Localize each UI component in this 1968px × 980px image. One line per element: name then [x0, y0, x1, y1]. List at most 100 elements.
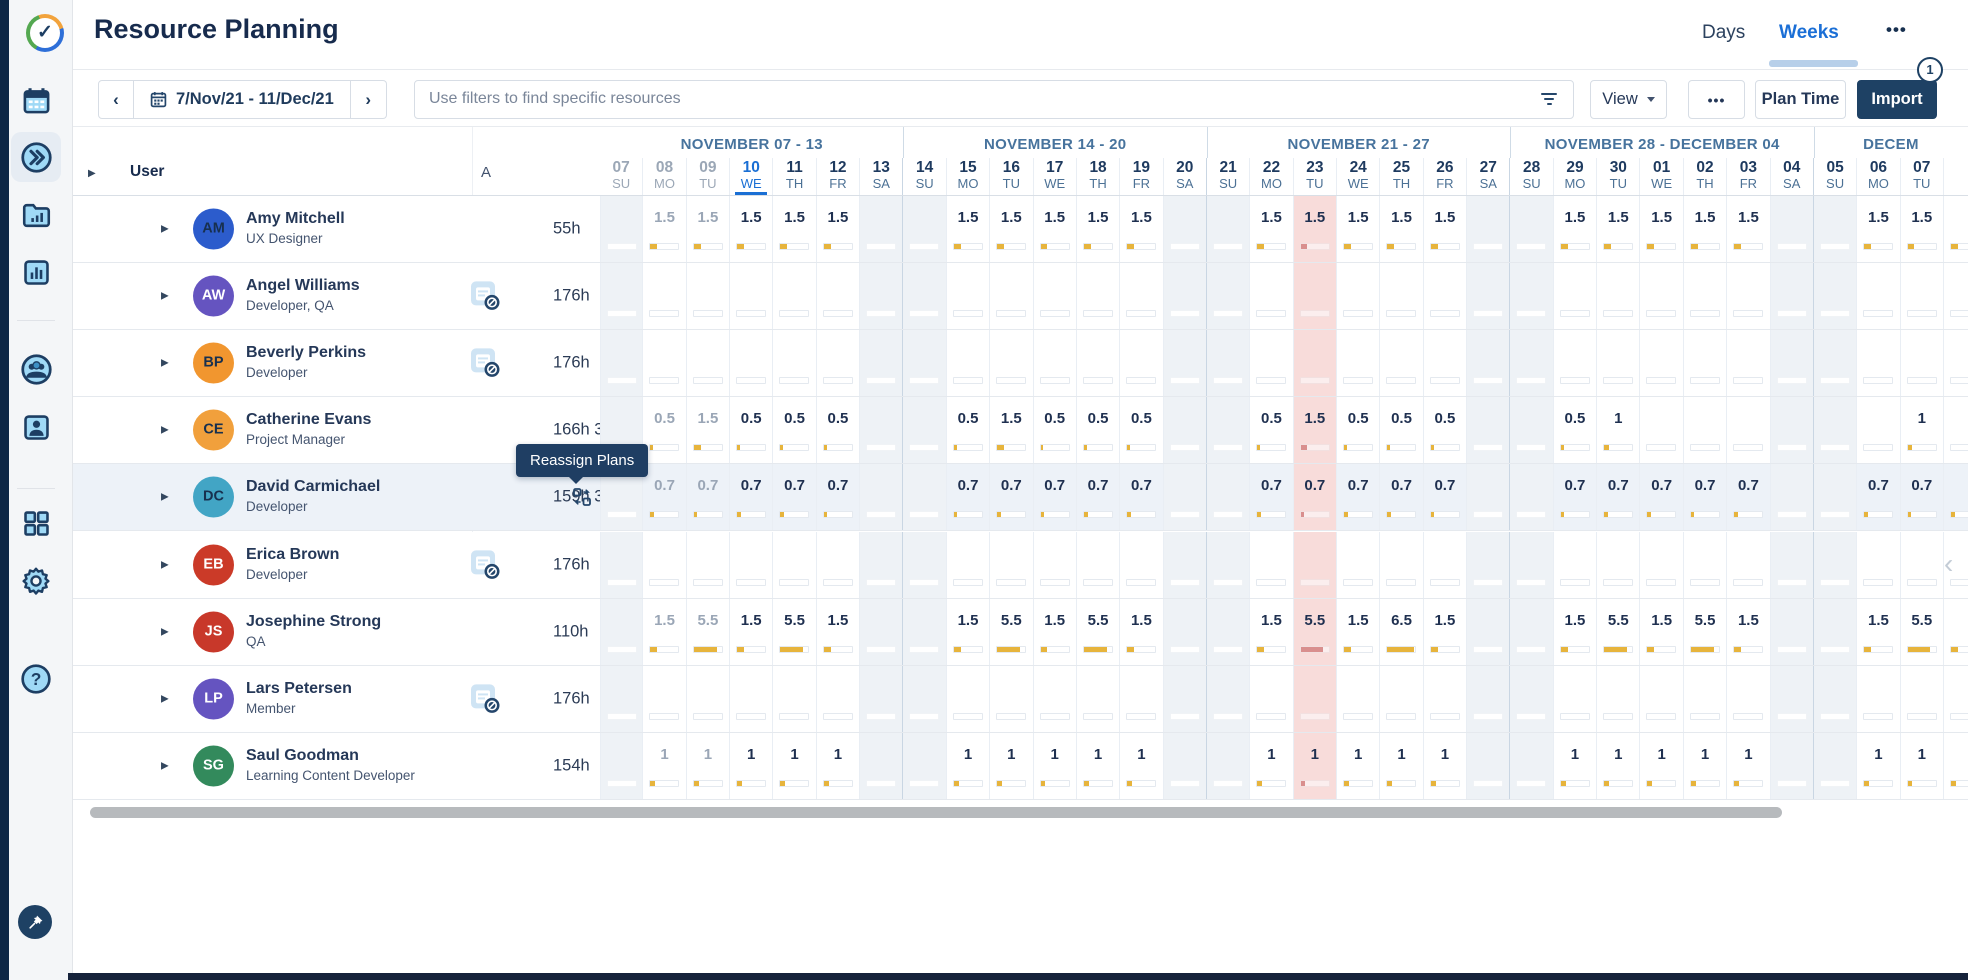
- user-row[interactable]: ▶ LP Lars Petersen Member 176h: [73, 665, 600, 734]
- reassign-plans-icon[interactable]: [572, 487, 592, 512]
- schedule-cell[interactable]: [1206, 464, 1251, 531]
- schedule-cell[interactable]: [1337, 665, 1381, 733]
- schedule-cell[interactable]: [1293, 329, 1337, 397]
- schedule-cell[interactable]: [1944, 666, 1968, 732]
- day-header-cell[interactable]: 08 MO: [643, 158, 687, 195]
- schedule-cell[interactable]: [947, 262, 991, 329]
- schedule-cell[interactable]: [643, 329, 687, 397]
- schedule-cell[interactable]: [1640, 329, 1684, 397]
- schedule-cell[interactable]: [1510, 195, 1554, 262]
- schedule-cell[interactable]: 1: [1337, 733, 1381, 800]
- schedule-cell[interactable]: 0.7: [1033, 464, 1077, 531]
- app-logo[interactable]: ✓: [26, 14, 64, 52]
- schedule-cell[interactable]: [860, 397, 904, 464]
- collapse-left-chevron-icon[interactable]: ‹: [1944, 548, 1954, 579]
- expand-all-toggle[interactable]: ▶: [88, 168, 96, 179]
- schedule-cell[interactable]: [1163, 464, 1207, 531]
- schedule-cell[interactable]: [1813, 598, 1858, 665]
- schedule-cell[interactable]: [1250, 665, 1294, 733]
- schedule-cell[interactable]: [1467, 531, 1511, 598]
- schedule-cell[interactable]: [1163, 397, 1207, 464]
- schedule-cell[interactable]: [730, 665, 774, 733]
- schedule-cell[interactable]: [773, 329, 817, 397]
- schedule-cell[interactable]: [903, 733, 947, 800]
- schedule-cell[interactable]: 1.5: [1727, 598, 1771, 665]
- schedule-cell[interactable]: 1.5: [1337, 195, 1381, 262]
- schedule-cell[interactable]: [1944, 397, 1968, 463]
- schedule-cell[interactable]: 0.7: [1380, 464, 1424, 531]
- day-header-cell[interactable]: 21 SU: [1207, 158, 1251, 195]
- schedule-cell[interactable]: 0.7: [990, 464, 1034, 531]
- schedule-cell[interactable]: [1554, 665, 1598, 733]
- schedule-cell[interactable]: [687, 262, 731, 329]
- user-row[interactable]: ▶ AW Angel Williams Developer, QA 176h: [73, 262, 600, 330]
- schedule-cell[interactable]: 0.5: [1034, 397, 1077, 464]
- schedule-cell[interactable]: [730, 531, 774, 598]
- schedule-cell[interactable]: [1770, 665, 1814, 733]
- schedule-cell[interactable]: [817, 531, 861, 598]
- schedule-cell[interactable]: 1: [1250, 733, 1294, 800]
- schedule-cell[interactable]: [817, 262, 861, 329]
- schedule-cell[interactable]: [1770, 262, 1814, 329]
- schedule-cell[interactable]: [1770, 195, 1814, 262]
- schedule-cell[interactable]: 1: [817, 733, 861, 800]
- schedule-cell[interactable]: 0.7: [1727, 464, 1771, 531]
- schedule-cell[interactable]: 1.5: [730, 598, 774, 665]
- schedule-cell[interactable]: [730, 329, 774, 397]
- schedule-cell[interactable]: 1: [1597, 397, 1641, 464]
- schedule-cell[interactable]: [1034, 262, 1077, 329]
- schedule-cell[interactable]: 0.7: [1553, 464, 1598, 531]
- schedule-cell[interactable]: [1467, 665, 1511, 733]
- schedule-cell[interactable]: 0.7: [1120, 464, 1164, 531]
- schedule-cell[interactable]: [1857, 397, 1901, 464]
- sidebar-item-double-chevron-right[interactable]: [19, 140, 53, 174]
- schedule-cell[interactable]: 1.5: [1120, 598, 1164, 665]
- schedule-cell[interactable]: [1510, 329, 1554, 397]
- day-header-cell[interactable]: 01 WE: [1640, 158, 1684, 195]
- day-header-cell[interactable]: 29 MO: [1554, 158, 1598, 195]
- day-header-cell[interactable]: 27 SA: [1467, 158, 1511, 195]
- schedule-cell[interactable]: [817, 329, 861, 397]
- schedule-cell[interactable]: [1120, 531, 1164, 598]
- expand-row-toggle[interactable]: ▶: [161, 357, 169, 369]
- schedule-cell[interactable]: [600, 598, 644, 665]
- schedule-cell[interactable]: [1206, 397, 1251, 464]
- schedule-cell[interactable]: [600, 195, 644, 262]
- schedule-cell[interactable]: [687, 531, 731, 598]
- schedule-cell[interactable]: [1944, 532, 1968, 598]
- day-header-cell[interactable]: 23 TU: [1294, 158, 1337, 195]
- toolbar-more-button[interactable]: •••: [1688, 80, 1745, 119]
- schedule-cell[interactable]: [1554, 531, 1598, 598]
- schedule-cell[interactable]: [1467, 397, 1511, 464]
- schedule-cell[interactable]: 1.5: [1077, 195, 1121, 262]
- schedule-cell[interactable]: [1684, 397, 1728, 464]
- schedule-cell[interactable]: [1813, 665, 1858, 733]
- schedule-cell[interactable]: [1163, 665, 1207, 733]
- schedule-cell[interactable]: 1.5: [947, 598, 991, 665]
- schedule-cell[interactable]: [1901, 262, 1944, 329]
- schedule-cell[interactable]: [1640, 397, 1684, 464]
- schedule-cell[interactable]: 0.5: [773, 397, 817, 464]
- expand-row-toggle[interactable]: ▶: [161, 693, 169, 705]
- schedule-cell[interactable]: [903, 665, 947, 733]
- schedule-cell[interactable]: 5.5: [1901, 598, 1944, 665]
- user-row[interactable]: ▶ DC David Carmichael Developer 159h 30m: [73, 464, 626, 532]
- sidebar-item-calendar[interactable]: [19, 83, 53, 117]
- schedule-cell[interactable]: [773, 262, 817, 329]
- schedule-cell[interactable]: [1120, 262, 1164, 329]
- day-header-cell[interactable]: 19 FR: [1120, 158, 1164, 195]
- schedule-cell[interactable]: [1857, 665, 1901, 733]
- schedule-cell[interactable]: [1293, 665, 1337, 733]
- schedule-cell[interactable]: [1813, 195, 1858, 262]
- schedule-cell[interactable]: [1770, 598, 1814, 665]
- schedule-cell[interactable]: 1: [1554, 733, 1598, 800]
- schedule-cell[interactable]: [860, 262, 904, 329]
- schedule-cell[interactable]: [1337, 531, 1381, 598]
- schedule-cell[interactable]: 5.5: [1684, 598, 1728, 665]
- schedule-cell[interactable]: 1: [1727, 733, 1771, 800]
- schedule-cell[interactable]: [1510, 665, 1554, 733]
- schedule-cell[interactable]: [947, 531, 991, 598]
- schedule-cell[interactable]: [1684, 262, 1728, 329]
- day-header-cell[interactable]: 20 SA: [1164, 158, 1207, 195]
- schedule-cell[interactable]: [1380, 531, 1424, 598]
